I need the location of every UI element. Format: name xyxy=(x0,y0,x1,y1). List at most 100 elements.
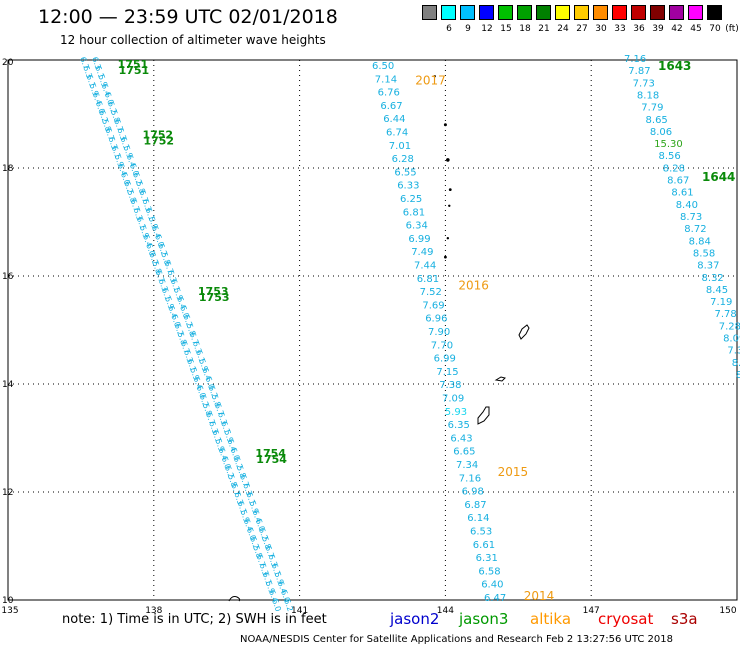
legend-swatch xyxy=(593,5,608,20)
island-icon xyxy=(448,188,452,192)
legend-label: 39 xyxy=(652,24,664,34)
swh-reading: 6.1 xyxy=(144,207,157,222)
swh-reading: 6.2 xyxy=(173,322,186,337)
swh-reading: 5.9 xyxy=(239,509,252,524)
swh-reading: 6.4 xyxy=(166,304,179,319)
swh-reading: 6.3 xyxy=(182,349,195,364)
swh-reading: 6.0 xyxy=(270,598,283,613)
swh-reading: 6.76 xyxy=(378,88,400,99)
swh-reading: 6.3 xyxy=(81,65,94,80)
swh-reading: 5.8 xyxy=(109,109,122,124)
swh-reading: 7.52 xyxy=(420,287,442,298)
satellite-label-cryosat: cryosat xyxy=(598,610,654,628)
swh-reading: 8.20 xyxy=(732,358,740,369)
swh-reading: 6.2 xyxy=(147,251,160,266)
swh-reading: 8.45 xyxy=(706,285,728,296)
swh-reading: 5.8 xyxy=(185,322,198,337)
legend-swatch xyxy=(422,5,437,20)
swh-reading: 6.7 xyxy=(188,331,201,346)
swh-reading: 6.2 xyxy=(232,456,245,471)
swh-reading: 6.7 xyxy=(238,473,251,488)
swh-reading: 5.9 xyxy=(213,438,226,453)
swh-reading: 8.37 xyxy=(697,261,719,272)
island-icon xyxy=(446,237,450,240)
swh-reading: 5.8 xyxy=(260,535,273,550)
swh-reading: 5.9 xyxy=(188,367,201,382)
time-label: 1751 xyxy=(118,58,149,71)
swh-reading: 6.7 xyxy=(112,118,125,133)
time-label: 1643 xyxy=(658,59,691,73)
time-label: 1752 xyxy=(143,134,174,147)
swh-reading: 6.2 xyxy=(181,313,194,328)
swh-reading: 6.1 xyxy=(270,562,283,577)
swh-reading: 6.0 xyxy=(169,313,182,328)
swh-reading: 8.58 xyxy=(693,248,715,259)
lon-label: 150 xyxy=(719,606,736,616)
time-label: 2016 xyxy=(458,279,489,293)
swh-reading: 6.7 xyxy=(137,189,150,204)
swh-reading: 6.28 xyxy=(392,154,414,165)
lat-label: 16 xyxy=(2,272,14,282)
swh-reading: 6.7 xyxy=(229,482,242,497)
rota-island-icon xyxy=(494,376,506,382)
swh-reading: 6.0 xyxy=(203,376,216,391)
swh-reading: 5.8 xyxy=(201,402,214,417)
swh-reading: 5.9 xyxy=(264,580,277,595)
swh-reading: 5.9 xyxy=(147,216,160,231)
legend-swatch xyxy=(536,5,551,20)
swh-reading: 6.1 xyxy=(135,216,148,231)
legend-unit: (ft) xyxy=(725,24,739,34)
swh-reading: 6.3 xyxy=(141,198,154,213)
swh-reading: 7.09 xyxy=(442,394,464,405)
swh-reading: 6.2 xyxy=(97,109,110,124)
swh-reading: 6.2 xyxy=(207,384,220,399)
swh-reading: 8.32 xyxy=(702,273,724,284)
legend-label: 42 xyxy=(671,24,683,34)
swh-reading: 6.7 xyxy=(163,260,176,275)
chart-subtitle: 12 hour collection of altimeter wave hei… xyxy=(60,33,326,47)
swh-reading: 6.44 xyxy=(383,114,405,125)
map-frame xyxy=(7,59,738,601)
swh-reading: 7.90 xyxy=(428,327,450,338)
swh-reading: 6.1 xyxy=(244,491,257,506)
satellite-label-jason3: jason3 xyxy=(459,610,509,628)
swh-reading: 6.99 xyxy=(434,354,456,365)
swh-reading: 6.2 xyxy=(248,535,261,550)
swh-reading: 6.4 xyxy=(125,153,138,168)
swh-reading: 6.4 xyxy=(175,296,188,311)
swh-reading: 6.3 xyxy=(258,562,271,577)
legend-label: 70 xyxy=(709,24,721,34)
legend-swatch xyxy=(631,5,646,20)
swh-reading: 6.3 xyxy=(90,56,103,71)
legend-swatch xyxy=(498,5,513,20)
swh-reading: 6.4 xyxy=(141,233,154,248)
time-label: 1754 xyxy=(256,453,287,466)
swh-reading: 6.3 xyxy=(157,278,170,293)
legend-label: 24 xyxy=(557,24,569,34)
lon-label: 147 xyxy=(583,606,600,616)
legend-swatch xyxy=(650,5,665,20)
legend-label: 6 xyxy=(446,24,452,34)
swh-reading: 6.74 xyxy=(386,128,408,139)
swh-reading: 6.1 xyxy=(194,349,207,364)
saipan-island-icon xyxy=(518,324,530,340)
chart-title: 12:00 — 23:59 UTC 02/01/2018 xyxy=(38,6,338,28)
legend-swatch xyxy=(460,5,475,20)
swh-reading: 6.4 xyxy=(100,82,113,97)
swh-reading: 6.14 xyxy=(467,513,489,524)
swh-reading: 6.61 xyxy=(473,540,495,551)
island-icon xyxy=(446,158,450,162)
swh-reading: 6.4 xyxy=(91,91,104,106)
swh-reading: 6.0 xyxy=(119,171,132,186)
coastline-icon xyxy=(228,596,241,602)
swh-reading: 5.8 xyxy=(226,473,239,488)
swh-reading: 8.18 xyxy=(637,90,659,101)
swh-reading: 6.7 xyxy=(204,411,217,426)
swh-reading: 6.53 xyxy=(470,527,492,538)
swh-reading: 6.3 xyxy=(115,127,128,142)
swh-reading: 6.4 xyxy=(267,589,280,604)
swh-reading: 5.9 xyxy=(248,500,261,515)
swh-reading: 7.70 xyxy=(431,340,453,351)
swh-reading: 6.0 xyxy=(103,91,116,106)
swh-reading: 6.33 xyxy=(397,181,419,192)
